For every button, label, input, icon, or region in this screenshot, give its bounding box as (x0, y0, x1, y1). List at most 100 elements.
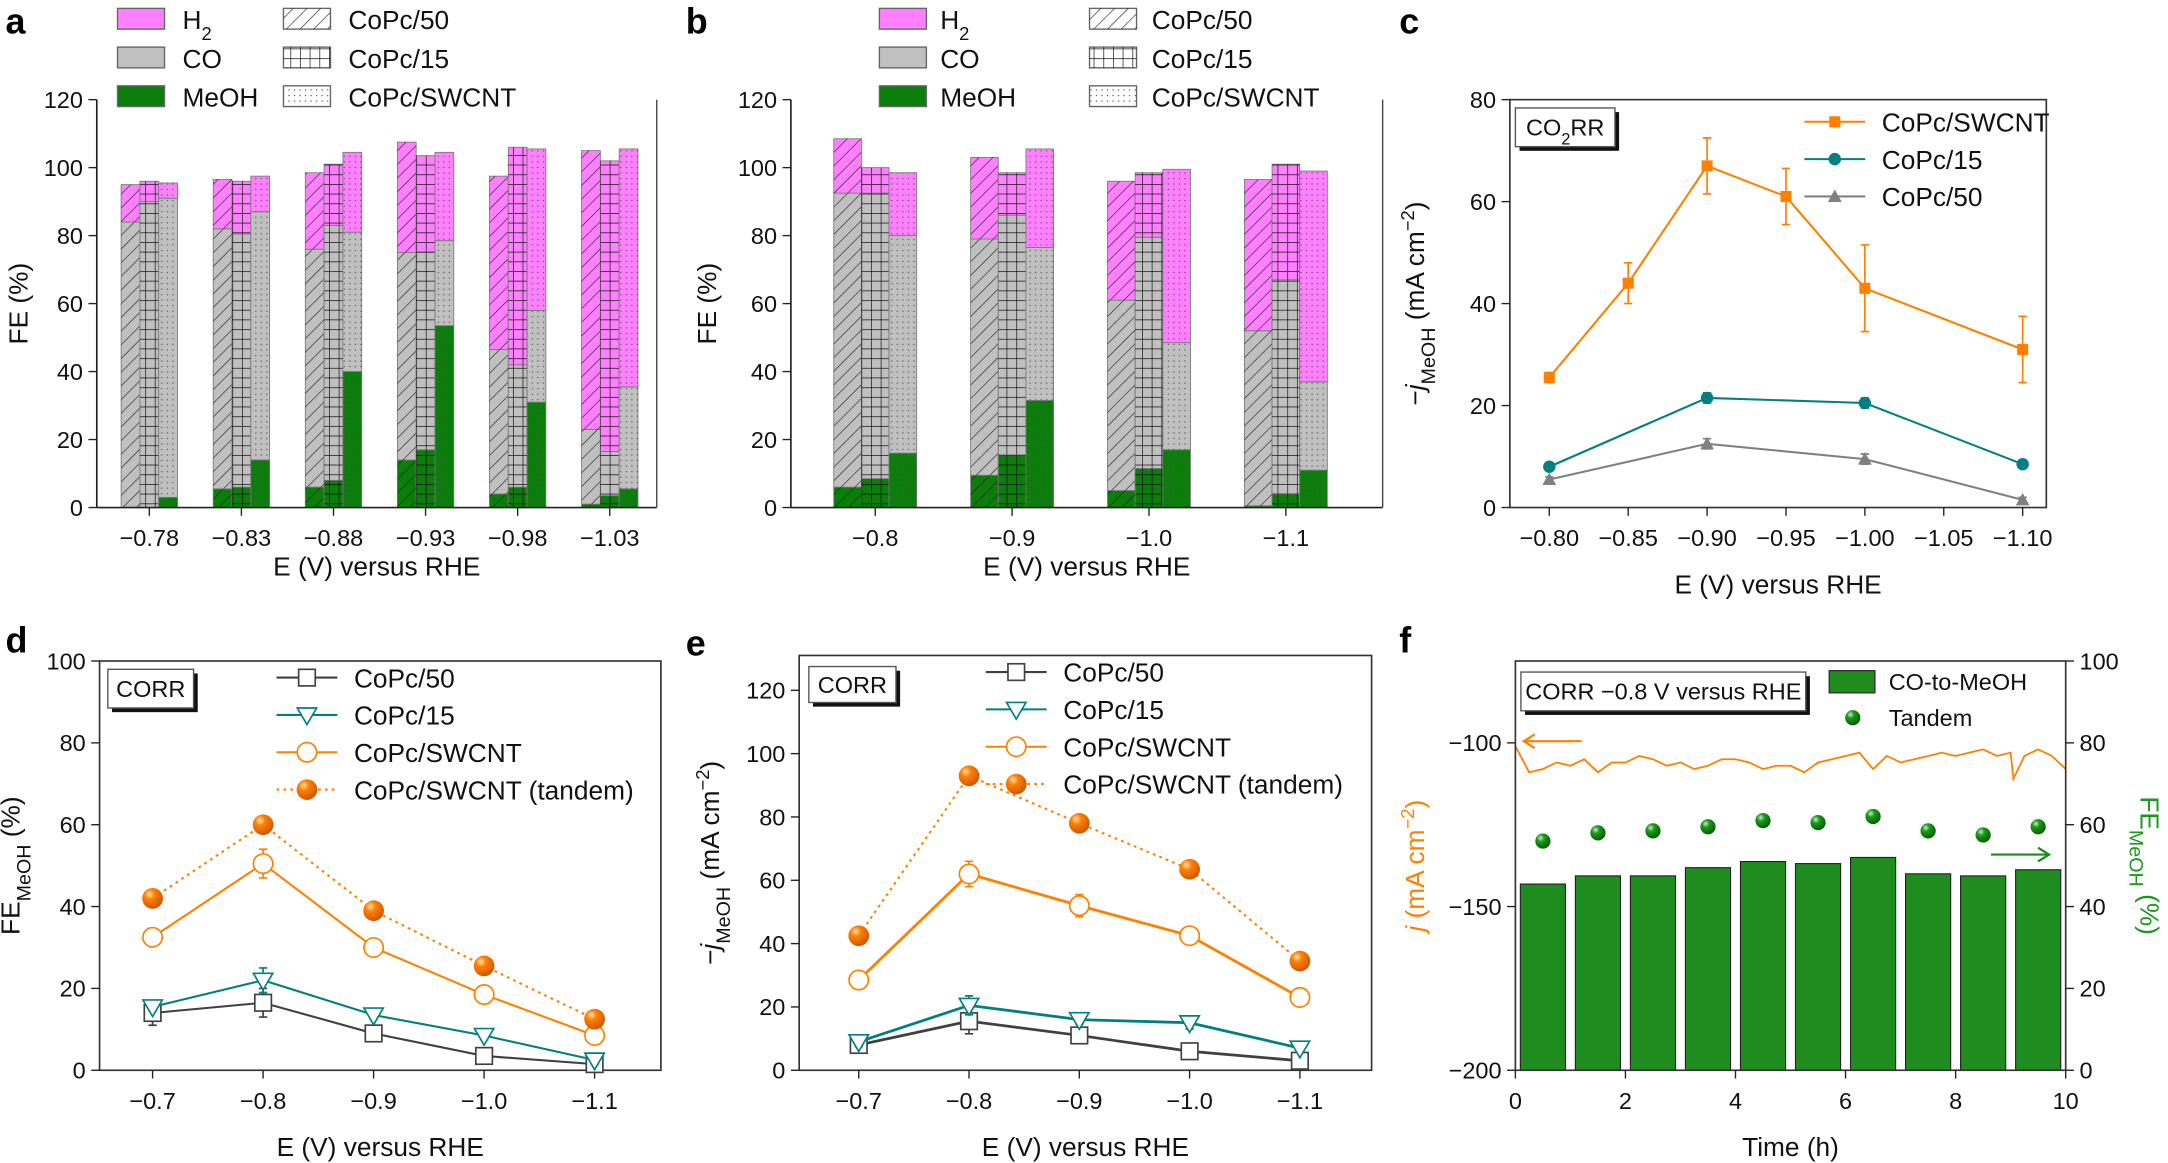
y-axis-label: −jMeOH (mA cm−2) (691, 761, 735, 965)
legend-pattern (1089, 85, 1137, 107)
series-CoPc-SWCNT (142, 848, 606, 1046)
panel-d: 0 20 40 60 80 100 −0.7 −0.8 −0.9 −1.0 −1.1 E (V) ve… (0, 648, 662, 1162)
bar-pattern (250, 211, 270, 460)
y-tick-label-right: 20 (2080, 976, 2106, 1002)
x-tick-label: 0 (1509, 1088, 1522, 1114)
x-axis-label: Time (h) (1742, 1132, 1839, 1162)
marker-open-triangle (362, 1007, 385, 1027)
label-part: −2 (1397, 210, 1418, 231)
plot-frame (98, 660, 662, 1072)
series-CoPc-15 (141, 967, 606, 1072)
x-tick-label: −1.0 (1126, 525, 1172, 551)
y-tick-label: 80 (57, 223, 83, 249)
annotation-label: CO2RR (1526, 115, 1604, 149)
marker-filled-circle (142, 888, 163, 909)
bar-pattern (305, 172, 325, 250)
bar-pattern (508, 487, 528, 508)
marker-filled-circle (1179, 858, 1200, 880)
label-part: MeOH (2124, 830, 2146, 887)
y-tick-label-right: 100 (2080, 648, 2119, 674)
x-tick-label: −0.8 (946, 1088, 992, 1114)
bar-pattern (889, 235, 917, 454)
bar-pattern (158, 198, 178, 498)
bar-pattern (600, 160, 620, 452)
bar-pattern (619, 148, 638, 387)
marker-open-triangle (957, 997, 981, 1017)
x-tick-label: −0.80 (1520, 525, 1579, 551)
series-CoPc-SWCNT-tandem- (142, 814, 605, 1030)
bar-pattern (232, 487, 251, 508)
y-tick-label-left: −100 (1449, 730, 1502, 756)
x-tick-label: −1.03 (580, 525, 639, 551)
x-tick-label: −1.00 (1835, 525, 1894, 551)
panel-label-e: e (686, 622, 706, 663)
x-axis-label: E (V) versus RHE (982, 1132, 1189, 1162)
y-tick-label: 120 (746, 678, 785, 704)
point-tandem (2030, 819, 2046, 835)
series-line (1548, 396, 2024, 468)
marker-circle (1858, 396, 1872, 410)
legend-label: CoPc/50 (354, 663, 455, 693)
label-part: (%) (0, 796, 25, 844)
point-tandem (1865, 808, 1881, 825)
y-tick-label: 120 (44, 87, 83, 113)
legend-label: CoPc/SWCNT (1882, 107, 2050, 137)
y-tick-label: 80 (751, 223, 777, 249)
marker-circle (1700, 391, 1714, 405)
x-tick-label: −0.8 (240, 1088, 286, 1114)
bar-pattern (434, 152, 454, 241)
bar-co-to-meoh (1960, 875, 2007, 1071)
legend-label-CO: CO (940, 44, 979, 74)
bar-pattern (342, 371, 362, 508)
y-tick-label: 40 (1470, 291, 1496, 317)
x-tick-label: 10 (2053, 1088, 2079, 1114)
y-tick-label: 80 (60, 730, 86, 756)
legend-label: CoPc/SWCNT (354, 738, 522, 768)
bar-pattern (508, 364, 528, 488)
current-trace (1514, 745, 2067, 783)
legend-label: Tandem (1889, 705, 1973, 731)
legend-label: CoPc/50 (1063, 658, 1164, 688)
marker-open-triangle (1288, 1040, 1312, 1060)
series-line (857, 774, 1301, 962)
bar-pattern (324, 225, 343, 481)
arrow-right-icon (1991, 846, 2052, 863)
panel-label-d: d (6, 620, 28, 661)
y-tick-label-left: −200 (1449, 1058, 1502, 1084)
marker-square (1701, 160, 1713, 172)
legend-label-H2: H2 (183, 5, 212, 43)
annotation-box (1514, 107, 1616, 148)
legend-label: CoPc/15 (1152, 44, 1253, 74)
bar-pattern (434, 240, 454, 326)
annotation-box (107, 668, 195, 709)
series-CoPc-15 (1543, 391, 2029, 473)
x-tick-label: −0.7 (836, 1088, 882, 1114)
legend-label: CoPc/SWCNT (tandem) (1063, 770, 1343, 800)
marker-open-square (364, 1024, 383, 1043)
legend-label-MeOH: MeOH (940, 83, 1016, 113)
point-tandem (1700, 819, 1716, 835)
legend-label-MeOH: MeOH (183, 83, 259, 113)
bar-pattern (970, 239, 999, 476)
marker-open-triangle (1178, 1015, 1201, 1035)
bar-co-to-meoh (1904, 873, 1952, 1071)
label-part: MeOH (13, 844, 35, 901)
bar-pattern (1244, 505, 1273, 508)
y-tick-label: 80 (1470, 87, 1496, 113)
marker-open-triangle (847, 1034, 870, 1054)
legend-label: CoPc/15 (348, 44, 449, 74)
y-tick-label: 60 (1470, 189, 1496, 215)
bar-pattern (324, 164, 343, 226)
bar-pattern (833, 193, 862, 488)
legend-pattern (283, 47, 331, 68)
marker-filled-circle (1289, 950, 1311, 972)
y-tick-label: 0 (764, 495, 777, 521)
legend-swatch-H2 (878, 7, 928, 30)
bar-pattern (970, 475, 999, 508)
bar-pattern (489, 349, 509, 494)
legend-label: CoPc/15 (354, 701, 455, 731)
bar-pattern (1107, 490, 1136, 508)
legend-label: CoPc/SWCNT (tandem) (354, 775, 634, 805)
bar-pattern (1162, 342, 1191, 450)
legend-swatch-CO (878, 46, 928, 69)
